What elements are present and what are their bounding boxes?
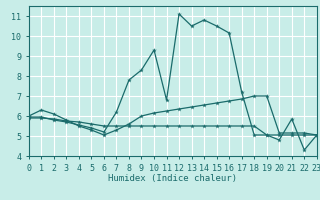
X-axis label: Humidex (Indice chaleur): Humidex (Indice chaleur) xyxy=(108,174,237,183)
